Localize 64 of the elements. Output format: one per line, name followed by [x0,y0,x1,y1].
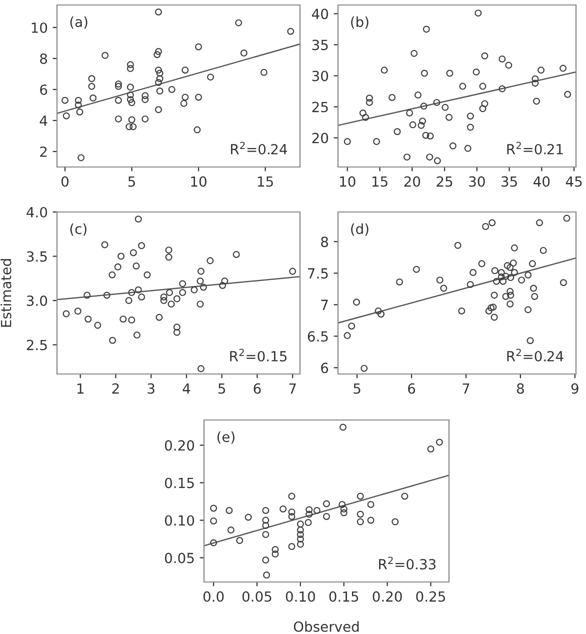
x-tick-label: 6 [408,383,416,394]
annotation: R$^{2}$=0.21 [507,142,563,154]
y-tick-label: 6 [321,362,328,374]
x-tick-label: 35 [502,176,517,187]
y-tick-label: 2.5 [26,340,47,350]
annotation: (e) [217,431,234,444]
y-tick-label: 35 [312,40,328,50]
x-tick-label: 1 [77,383,84,394]
y-tick-label: 4.0 [26,206,48,218]
y-tick-label: 6 [40,84,48,95]
x-axis-title: Observed [294,621,359,632]
y-tick-label: 40 [312,8,328,20]
x-tick-label: 25 [436,176,452,187]
x-tick-label: 6 [254,383,261,394]
y-tick-label: 0.15 [164,478,194,488]
x-tick-label: 20 [404,176,420,187]
y-tick-label: 8 [321,236,328,248]
annotation: R$^{2}$=0.24 [507,348,564,362]
x-tick-label: 45 [566,176,582,187]
y-tick-label: 2 [40,146,47,157]
x-tick-label: 10 [191,176,206,187]
annotation: (c) [70,223,86,236]
y-tick-label: 0.05 [164,552,194,564]
x-tick-label: 0 [62,176,69,187]
x-tick-label: 0.25 [416,591,446,602]
annotation: R$^{2}$=0.33 [379,556,436,570]
y-tick-label: 8 [40,53,48,64]
x-tick-label: 15 [258,176,273,187]
y-tick-label: 4 [40,116,48,126]
x-tick-label: 30 [469,176,485,187]
y-tick-label: 3.5 [26,251,47,262]
y-tick-label: 25 [312,102,328,112]
y-tick-label: 0.20 [164,440,194,451]
x-tick-label: 10 [340,176,356,187]
y-tick-label: 20 [312,132,328,144]
annotation: (b) [351,16,368,29]
x-tick-label: 0.10 [286,591,315,602]
y-tick-label: 6.5 [308,331,328,342]
x-tick-label: 0.20 [372,591,402,602]
x-tick-label: 0.0 [203,591,224,602]
x-tick-label: 5 [218,383,226,394]
y-axis-title: Estimated [0,259,12,327]
annotation: R$^{2}$=0.24 [231,142,288,154]
x-tick-label: 3 [148,383,154,394]
y-tick-label: 3.0 [26,295,48,306]
x-tick-label: 7 [289,383,296,394]
annotation: (a) [70,16,88,29]
x-tick-label: 7 [462,383,470,394]
x-tick-label: 9 [571,383,578,394]
annotation: (d) [351,223,368,236]
y-tick-label: 7.5 [308,268,328,279]
x-tick-label: 5 [354,383,360,394]
x-tick-label: 8 [516,383,524,394]
x-tick-label: 5 [128,176,135,187]
y-tick-label: 10 [32,22,48,33]
y-tick-label: 30 [312,70,328,82]
x-tick-label: 0.15 [329,591,358,602]
x-tick-label: 40 [534,176,550,187]
y-tick-label: 7 [321,300,328,310]
annotation: R$^{2}$=0.15 [230,348,287,362]
x-tick-label: 0.05 [242,591,272,602]
x-tick-label: 2 [112,383,119,394]
x-tick-label: 15 [372,176,388,187]
y-tick-label: 0.10 [164,515,194,526]
